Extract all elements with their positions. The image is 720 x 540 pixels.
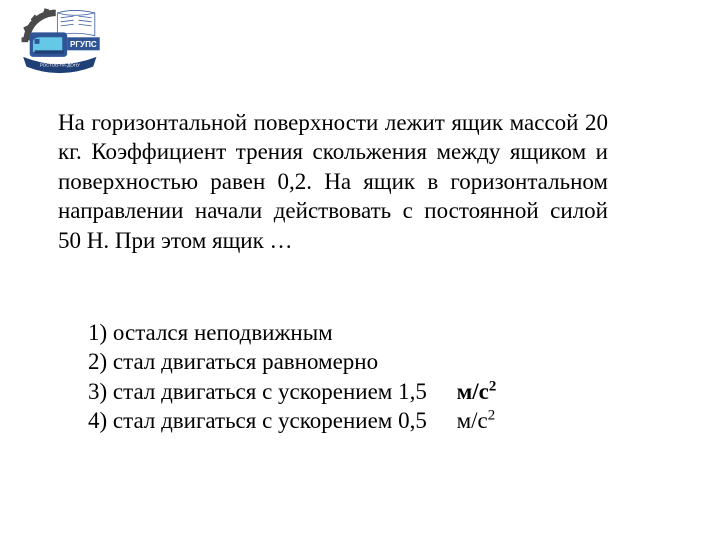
problem-statement: На горизонтальной поверхности лежит ящик…	[58, 108, 608, 255]
option-text: стал двигаться с ускорением 1,5	[113, 379, 427, 404]
option-number: 3)	[88, 379, 107, 404]
option-text: остался неподвижным	[113, 320, 333, 345]
option-2: 2) стал двигаться равномерно	[88, 347, 496, 376]
option-number: 1)	[88, 320, 107, 345]
university-logo-icon: РГУПС РОСТОВ-НА-ДОНУ	[18, 8, 100, 78]
logo-ribbon-text: РОСТОВ-НА-ДОНУ	[40, 63, 80, 68]
option-text: стал двигаться равномерно	[113, 349, 378, 374]
problem-text: На горизонтальной поверхности лежит ящик…	[58, 110, 608, 253]
logo-label-text: РГУПС	[70, 40, 97, 49]
slide-page: РГУПС РОСТОВ-НА-ДОНУ На горизонтальной п…	[0, 0, 720, 540]
option-unit: м/с2	[457, 377, 497, 406]
option-text: стал двигаться с ускорением 0,5	[113, 408, 427, 433]
option-number: 4)	[88, 408, 107, 433]
option-3: 3) стал двигаться с ускорением 1,5 м/с2	[88, 377, 496, 406]
option-1: 1) остался неподвижным	[88, 318, 496, 347]
answer-options: 1) остался неподвижным 2) стал двигаться…	[88, 318, 496, 436]
option-number: 2)	[88, 349, 107, 374]
option-4: 4) стал двигаться с ускорением 0,5 м/с2	[88, 406, 496, 435]
option-unit: м/с2	[457, 406, 496, 435]
